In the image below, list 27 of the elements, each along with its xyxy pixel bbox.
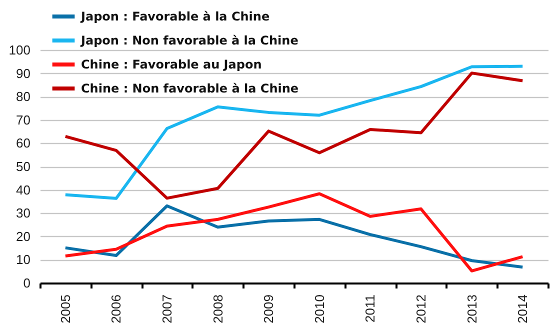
y-tick-label: 0 <box>23 276 30 290</box>
y-tick-label: 40 <box>16 182 30 198</box>
y-tick-label: 10 <box>16 252 30 268</box>
x-tick-label: 2005 <box>58 294 73 324</box>
y-tick-label: 80 <box>16 89 30 104</box>
legend-label: Japon : Favorable à la Chine <box>80 10 270 24</box>
x-tick-label: 2008 <box>210 294 226 324</box>
legend-label: Chine : Non favorable à la Chine <box>81 82 299 96</box>
line-series <box>64 192 524 272</box>
y-tick-label: 60 <box>16 136 30 151</box>
x-tick-label: 2007 <box>160 294 174 324</box>
y-tick-label: 90 <box>16 66 30 81</box>
x-tick-label: 2014 <box>515 294 530 324</box>
x-tick-label: 2013 <box>464 294 480 324</box>
y-tick-label: 50 <box>16 159 30 174</box>
x-tick-label: 2010 <box>312 294 327 324</box>
x-tick-label: 2006 <box>108 294 124 324</box>
y-tick-label: 100 <box>8 42 30 58</box>
legend-label: Japon : Non favorable à la Chine <box>80 34 298 48</box>
x-tick-label: 2009 <box>261 294 276 324</box>
x-tick-label: 2011 <box>362 294 378 322</box>
y-tick-label: 20 <box>16 228 30 244</box>
legend-label: Chine : Favorable au Japon <box>81 58 262 72</box>
y-tick-label: 70 <box>16 112 30 128</box>
x-tick-label: 2012 <box>414 294 428 324</box>
y-tick-label: 30 <box>16 206 30 221</box>
line-series <box>64 204 524 269</box>
